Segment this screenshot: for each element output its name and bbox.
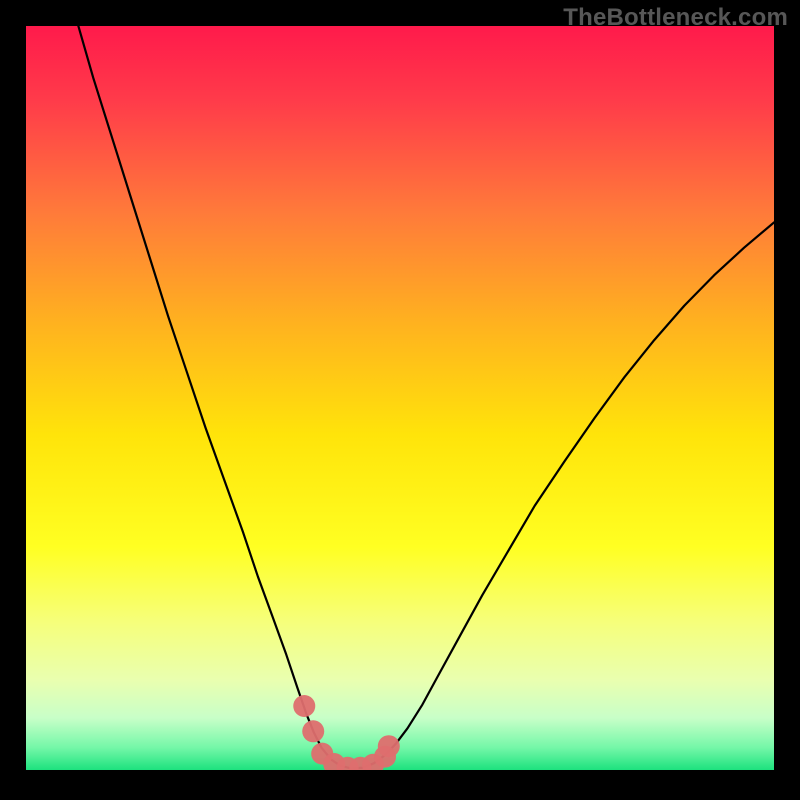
curve-marker	[378, 735, 400, 757]
watermark-text: TheBottleneck.com	[563, 4, 788, 32]
curve-marker	[293, 695, 315, 717]
chart-background	[26, 26, 774, 770]
chart-frame: TheBottleneck.com	[0, 0, 800, 800]
curve-marker	[302, 720, 324, 742]
bottleneck-chart	[26, 26, 774, 770]
